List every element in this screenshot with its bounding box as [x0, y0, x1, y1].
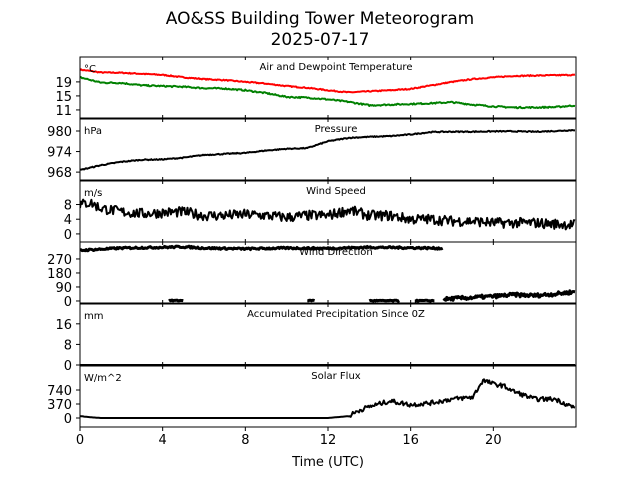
panel-unit: W/m^2 [84, 373, 122, 384]
series-wind-direction-north-low- [414, 298, 435, 303]
x-axis-label: Time (UTC) [291, 455, 364, 470]
series-wind-direction-north-low- [168, 298, 184, 303]
y-tick-label: 180 [47, 267, 72, 282]
y-tick-label: 8 [64, 199, 72, 214]
panel-unit: hPa [84, 126, 102, 137]
y-tick-label: 980 [47, 125, 72, 140]
chart-title: AO&SS Building Tower Meteorogram [166, 9, 474, 29]
y-tick-label: 90 [55, 281, 72, 296]
y-tick-label: 16 [55, 318, 72, 333]
panel-wind-speed: 840 Wind Speed m/s [64, 180, 577, 243]
panel-title: Wind Speed [306, 186, 366, 197]
panel-unit: m/s [84, 188, 102, 199]
series-solar-flux [80, 378, 576, 419]
y-tick-label: 11 [55, 104, 72, 119]
y-tick-label: 0 [64, 228, 72, 243]
y-tick-label: 270 [47, 253, 72, 268]
x-tick-label: 4 [159, 433, 167, 448]
panel-pressure: 980 974 968 Pressure hPa [47, 118, 577, 181]
y-tick-label: 15 [55, 90, 72, 105]
y-tick-label: 19 [55, 76, 72, 91]
panel-precipitation: 16 8 0 Accumulated Precipitation Since 0Z mm [55, 303, 577, 374]
y-tick-label: 0 [64, 295, 72, 310]
y-tick-label: 968 [47, 166, 72, 181]
y-tick-label: 0 [64, 359, 72, 374]
y-tick-label: 740 [47, 384, 72, 399]
x-tick-label: 12 [320, 433, 337, 448]
series-wind-direction-north-low- [306, 298, 315, 303]
chart-subtitle: 2025-07-17 [271, 30, 370, 50]
panel-title: Air and Dewpoint Temperature [260, 62, 413, 73]
y-tick-label: 8 [64, 338, 72, 353]
x-tick-label: 8 [241, 433, 249, 448]
series-wind-direction-main- [80, 244, 444, 253]
series-wind-direction-late- [442, 289, 576, 302]
y-tick-label: 974 [47, 146, 72, 161]
x-tick-label: 20 [485, 433, 502, 448]
x-tick-label: 16 [402, 433, 419, 448]
series-wind-direction-north-low- [368, 298, 400, 303]
y-tick-label: 4 [64, 213, 72, 228]
panel-unit: mm [84, 311, 103, 322]
y-tick-label: 0 [64, 412, 72, 427]
series-dewpoint [80, 75, 576, 110]
panel-unit: °C [84, 64, 96, 75]
series-air-temperature [80, 68, 576, 94]
y-tick-label: 370 [47, 398, 72, 413]
panel-title: Wind Direction [299, 247, 373, 258]
panel-title: Pressure [315, 124, 358, 135]
panel-title: Solar Flux [311, 371, 361, 382]
x-tick-label: 0 [76, 433, 84, 448]
series-wind-speed [80, 198, 576, 231]
panel-title: Accumulated Precipitation Since 0Z [247, 309, 425, 320]
series-pressure [80, 129, 575, 171]
